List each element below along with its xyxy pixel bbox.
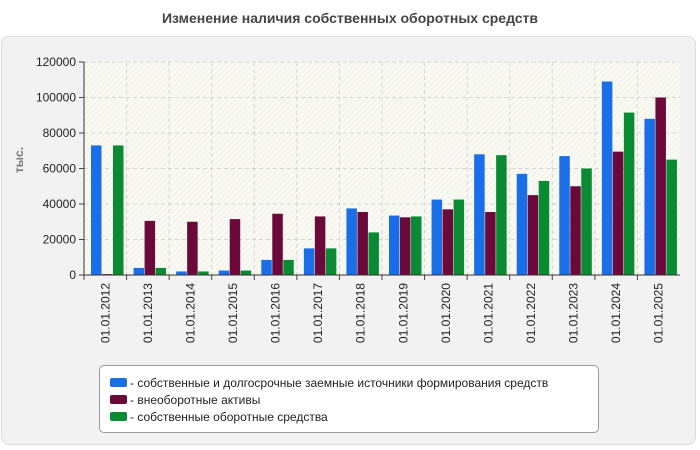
y-tick-label: 80000 [43,126,77,140]
x-tick-label: 01.01.2022 [524,283,538,343]
bar-2-7 [411,216,422,275]
bar-0-9 [474,154,485,275]
bar-0-4 [261,259,272,275]
legend-label-noncurrent-assets: - внеоборотные активы [130,392,261,407]
x-tick-label: 01.01.2018 [354,283,368,343]
bar-2-6 [368,232,379,275]
x-tick-label: 01.01.2017 [311,283,325,343]
bar-1-8 [442,209,454,275]
bar-0-3 [218,270,230,275]
x-tick-label: 01.01.2023 [567,283,581,343]
bar-1-3 [229,219,241,275]
bar-0-11 [559,156,570,275]
bar-0-10 [516,173,528,275]
bar-1-7 [400,217,411,275]
bar-2-8 [453,199,465,275]
bar-1-9 [485,211,496,275]
legend-swatch-sources [110,378,127,387]
legend-swatch-working-capital [110,412,127,421]
y-tick-label: 40000 [43,197,77,211]
bar-2-10 [538,180,550,275]
bar-1-2 [187,221,198,275]
bar-0-13 [644,118,655,275]
bar-2-11 [581,168,592,275]
chart-title: Изменение наличия собственных оборотных … [161,10,539,26]
bar-0-6 [346,208,357,275]
bar-1-11 [570,186,581,275]
bar-2-9 [496,155,507,275]
bar-1-4 [272,213,283,275]
bar-2-3 [240,270,252,275]
bar-0-1 [133,267,145,275]
bar-0-0 [91,145,102,275]
x-tick-label: 01.01.2025 [652,283,666,343]
y-tick-label: 0 [69,268,76,282]
axes-layer: 0 20000 40000 60000 80000 100000 120000 01.01.2… [36,55,680,343]
x-tick-label: 01.01.2016 [269,283,283,343]
bar-1-13 [655,97,666,275]
legend: - собственные и долгосрочные заемные ист… [99,365,599,433]
grid-layer [84,61,680,275]
legend-item-noncurrent-assets: - внеоборотные активы [110,391,598,408]
bar-2-12 [623,112,635,276]
legend-item-working-capital: - собственные оборотные средства [110,408,598,425]
bar-1-12 [612,151,624,275]
bar-1-6 [357,211,368,275]
x-tick-label: 01.01.2013 [141,283,155,343]
bar-1-10 [527,195,539,275]
bar-0-12 [601,81,613,276]
x-tick-label: 01.01.2019 [396,283,410,343]
legend-label-working-capital: - собственные оборотные средства [130,409,328,424]
y-tick-label: 100000 [36,91,76,105]
bar-2-5 [325,248,337,275]
bar-0-7 [389,215,400,275]
x-tick-label: 01.01.2021 [481,283,495,343]
bars-layer [91,81,677,276]
y-tick-label: 20000 [43,233,77,247]
legend-item-sources: - собственные и долгосрочные заемные ист… [110,374,598,391]
y-tick-label: 120000 [36,55,76,69]
bar-0-2 [176,271,187,275]
bar-2-0 [113,145,124,275]
bar-0-8 [431,199,443,275]
x-tick-label: 01.01.2015 [226,283,240,343]
bar-2-4 [283,259,294,275]
x-tick-label: 01.01.2020 [439,283,453,343]
bar-2-1 [155,267,167,275]
bar-0-5 [303,248,315,275]
legend-label-sources: - собственные и долгосрочные заемные ист… [130,375,549,390]
legend-swatch-noncurrent-assets [110,395,127,404]
bar-1-1 [144,220,156,275]
bar-2-13 [666,159,677,275]
bar-1-5 [314,216,326,275]
x-tick-label: 01.01.2012 [98,283,112,343]
x-tick-label: 01.01.2014 [183,283,197,343]
y-axis-label: тыс. [12,147,26,173]
bar-2-2 [198,271,209,275]
x-tick-label: 01.01.2024 [609,283,623,343]
y-tick-label: 60000 [43,162,77,176]
